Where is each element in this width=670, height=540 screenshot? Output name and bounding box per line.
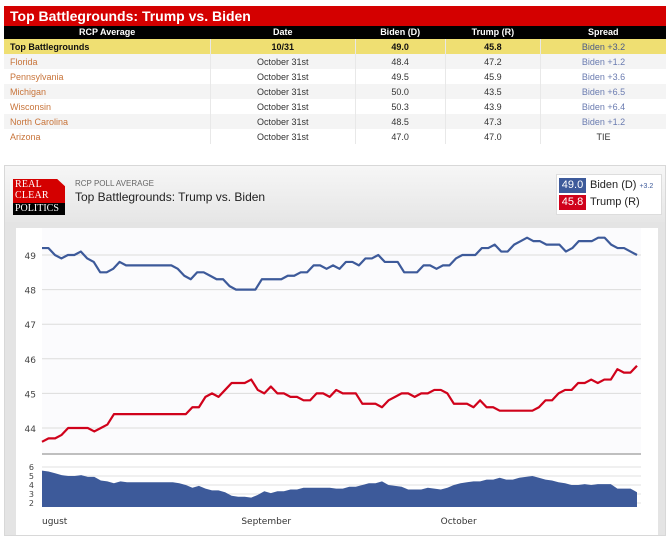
row-biden: 49.5 bbox=[355, 69, 446, 84]
logo-word-real: REAL bbox=[15, 179, 42, 190]
results-table: Top Battlegrounds: Trump vs. Biden RCP A… bbox=[4, 6, 666, 144]
table-row: Arizona October 31st 47.0 47.0 TIE bbox=[4, 129, 666, 144]
logo-black-block bbox=[13, 203, 65, 215]
row-date: October 31st bbox=[210, 114, 356, 129]
row-biden: 48.4 bbox=[355, 54, 446, 69]
x-tick-label: ugust bbox=[42, 517, 68, 527]
col-header-spread: Spread bbox=[540, 26, 666, 39]
chart-legend: 49.0 Biden (D) +3.2 45.8 Trump (R) bbox=[556, 174, 662, 215]
row-trump: 47.3 bbox=[445, 114, 542, 129]
row-spread[interactable]: Biden +6.5 bbox=[540, 84, 666, 99]
widget-title: Top Battlegrounds: Trump vs. Biden bbox=[75, 190, 266, 204]
x-tick-label: October bbox=[441, 517, 477, 527]
state-link[interactable]: Florida bbox=[4, 54, 211, 69]
y-tick-label: 44 bbox=[25, 425, 37, 435]
y-tick-label: 48 bbox=[25, 287, 37, 297]
row-biden: 50.0 bbox=[355, 84, 446, 99]
avg-spread[interactable]: Biden +3.2 bbox=[540, 39, 666, 54]
row-biden: 48.5 bbox=[355, 114, 446, 129]
legend-item-biden[interactable]: 49.0 Biden (D) +3.2 bbox=[559, 178, 653, 193]
row-spread[interactable]: Biden +1.2 bbox=[540, 54, 666, 69]
avg-trump: 45.8 bbox=[445, 39, 542, 54]
state-link[interactable]: Michigan bbox=[4, 84, 211, 99]
logo-word-clear: CLEAR bbox=[15, 190, 49, 201]
row-trump: 43.5 bbox=[445, 84, 542, 99]
row-date: October 31st bbox=[210, 84, 356, 99]
widget-right-border bbox=[658, 222, 665, 535]
plot-area: 44 45 46 47 48 49 2 3 4 5 6 ugust September October bbox=[16, 228, 658, 535]
legend-item-trump[interactable]: 45.8 Trump (R) bbox=[559, 195, 640, 210]
row-date: October 31st bbox=[210, 54, 356, 69]
widget-subtitle: RCP POLL AVERAGE bbox=[75, 179, 154, 188]
legend-value-biden: 49.0 bbox=[559, 178, 586, 193]
spread-y-tick-label: 5 bbox=[29, 472, 34, 481]
spread-y-tick-label: 6 bbox=[29, 463, 34, 472]
row-spread[interactable]: TIE bbox=[596, 131, 611, 142]
y-tick-label: 46 bbox=[25, 356, 37, 366]
row-trump: 43.9 bbox=[445, 99, 542, 114]
table-row: Wisconsin October 31st 50.3 43.9 Biden +… bbox=[4, 99, 666, 114]
spread-y-tick-label: 2 bbox=[29, 499, 34, 508]
average-row: Top Battlegrounds 10/31 49.0 45.8 Biden … bbox=[4, 39, 666, 54]
row-trump: 45.9 bbox=[445, 69, 542, 84]
avg-name: Top Battlegrounds bbox=[4, 39, 211, 54]
state-link[interactable]: North Carolina bbox=[4, 114, 211, 129]
row-trump: 47.0 bbox=[445, 129, 542, 144]
row-spread[interactable]: Biden +3.6 bbox=[581, 71, 626, 82]
spread-y-tick-label: 3 bbox=[29, 490, 34, 499]
trump-line bbox=[41, 364, 638, 443]
col-header-date: Date bbox=[210, 26, 356, 39]
table-row: Pennsylvania October 31st 49.5 45.9 Bide… bbox=[4, 69, 666, 84]
table-row: Michigan October 31st 50.0 43.5 Biden +6… bbox=[4, 84, 666, 99]
logo-word-politics: POLITICS bbox=[15, 203, 59, 214]
x-tick-label: September bbox=[241, 517, 291, 527]
row-biden: 47.0 bbox=[355, 129, 446, 144]
row-biden: 50.3 bbox=[355, 99, 446, 114]
avg-date: 10/31 bbox=[210, 39, 356, 54]
table-row: North Carolina October 31st 48.5 47.3 Bi… bbox=[4, 114, 666, 129]
col-header-trump: Trump (R) bbox=[445, 26, 541, 39]
col-header-rcp-average: RCP Average bbox=[4, 26, 211, 39]
legend-label-biden: Biden (D) bbox=[590, 179, 637, 191]
table-row: Florida October 31st 48.4 47.2 Biden +1.… bbox=[4, 54, 666, 69]
rcp-logo[interactable]: REAL CLEAR POLITICS bbox=[13, 179, 65, 215]
row-spread[interactable]: Biden +1.2 bbox=[540, 114, 666, 129]
plot-background bbox=[42, 228, 641, 454]
y-tick-label: 49 bbox=[25, 252, 37, 262]
table-title: Top Battlegrounds: Trump vs. Biden bbox=[4, 6, 666, 26]
state-link[interactable]: Pennsylvania bbox=[4, 69, 211, 84]
y-tick-label: 47 bbox=[25, 321, 36, 331]
logo-red-block bbox=[13, 179, 65, 203]
legend-label-trump: Trump (R) bbox=[590, 196, 640, 208]
state-link[interactable]: Wisconsin bbox=[4, 99, 211, 114]
row-date: October 31st bbox=[210, 69, 356, 84]
row-date: October 31st bbox=[210, 99, 356, 114]
row-spread[interactable]: Biden +6.4 bbox=[581, 101, 626, 112]
legend-value-trump: 45.8 bbox=[559, 195, 586, 210]
row-date: October 31st bbox=[210, 129, 356, 144]
row-trump: 47.2 bbox=[445, 54, 542, 69]
biden-line bbox=[42, 236, 638, 291]
avg-biden: 49.0 bbox=[355, 39, 446, 54]
poll-chart-widget: REAL CLEAR POLITICS RCP POLL AVERAGE Top… bbox=[4, 165, 666, 536]
widget-header: REAL CLEAR POLITICS RCP POLL AVERAGE Top… bbox=[5, 166, 665, 222]
col-header-biden: Biden (D) bbox=[355, 26, 446, 39]
spread-y-tick-label: 4 bbox=[29, 481, 34, 490]
legend-delta-biden: +3.2 bbox=[639, 183, 654, 190]
y-tick-label: 45 bbox=[25, 390, 36, 400]
spread-area bbox=[42, 470, 637, 507]
state-link[interactable]: Arizona bbox=[4, 129, 211, 144]
